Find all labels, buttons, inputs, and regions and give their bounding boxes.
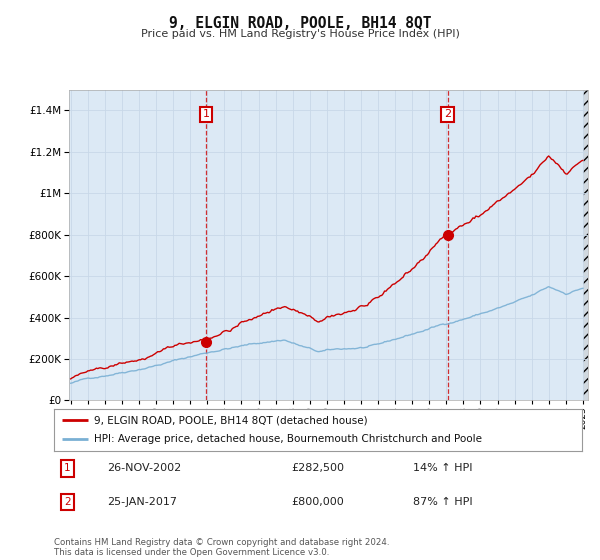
Text: 1: 1 [64, 464, 71, 473]
Text: £800,000: £800,000 [292, 497, 344, 507]
Text: £282,500: £282,500 [292, 464, 344, 473]
Text: Contains HM Land Registry data © Crown copyright and database right 2024.
This d: Contains HM Land Registry data © Crown c… [54, 538, 389, 557]
Text: 2: 2 [64, 497, 71, 507]
Text: 87% ↑ HPI: 87% ↑ HPI [413, 497, 473, 507]
Text: 1: 1 [202, 109, 209, 119]
Text: 9, ELGIN ROAD, POOLE, BH14 8QT: 9, ELGIN ROAD, POOLE, BH14 8QT [169, 16, 431, 31]
Text: 2: 2 [444, 109, 451, 119]
Text: Price paid vs. HM Land Registry's House Price Index (HPI): Price paid vs. HM Land Registry's House … [140, 29, 460, 39]
Bar [583, 90, 588, 400]
Text: 25-JAN-2017: 25-JAN-2017 [107, 497, 177, 507]
Text: HPI: Average price, detached house, Bournemouth Christchurch and Poole: HPI: Average price, detached house, Bour… [94, 435, 482, 445]
Text: 14% ↑ HPI: 14% ↑ HPI [413, 464, 473, 473]
Text: 9, ELGIN ROAD, POOLE, BH14 8QT (detached house): 9, ELGIN ROAD, POOLE, BH14 8QT (detached… [94, 415, 367, 425]
Text: 26-NOV-2002: 26-NOV-2002 [107, 464, 181, 473]
